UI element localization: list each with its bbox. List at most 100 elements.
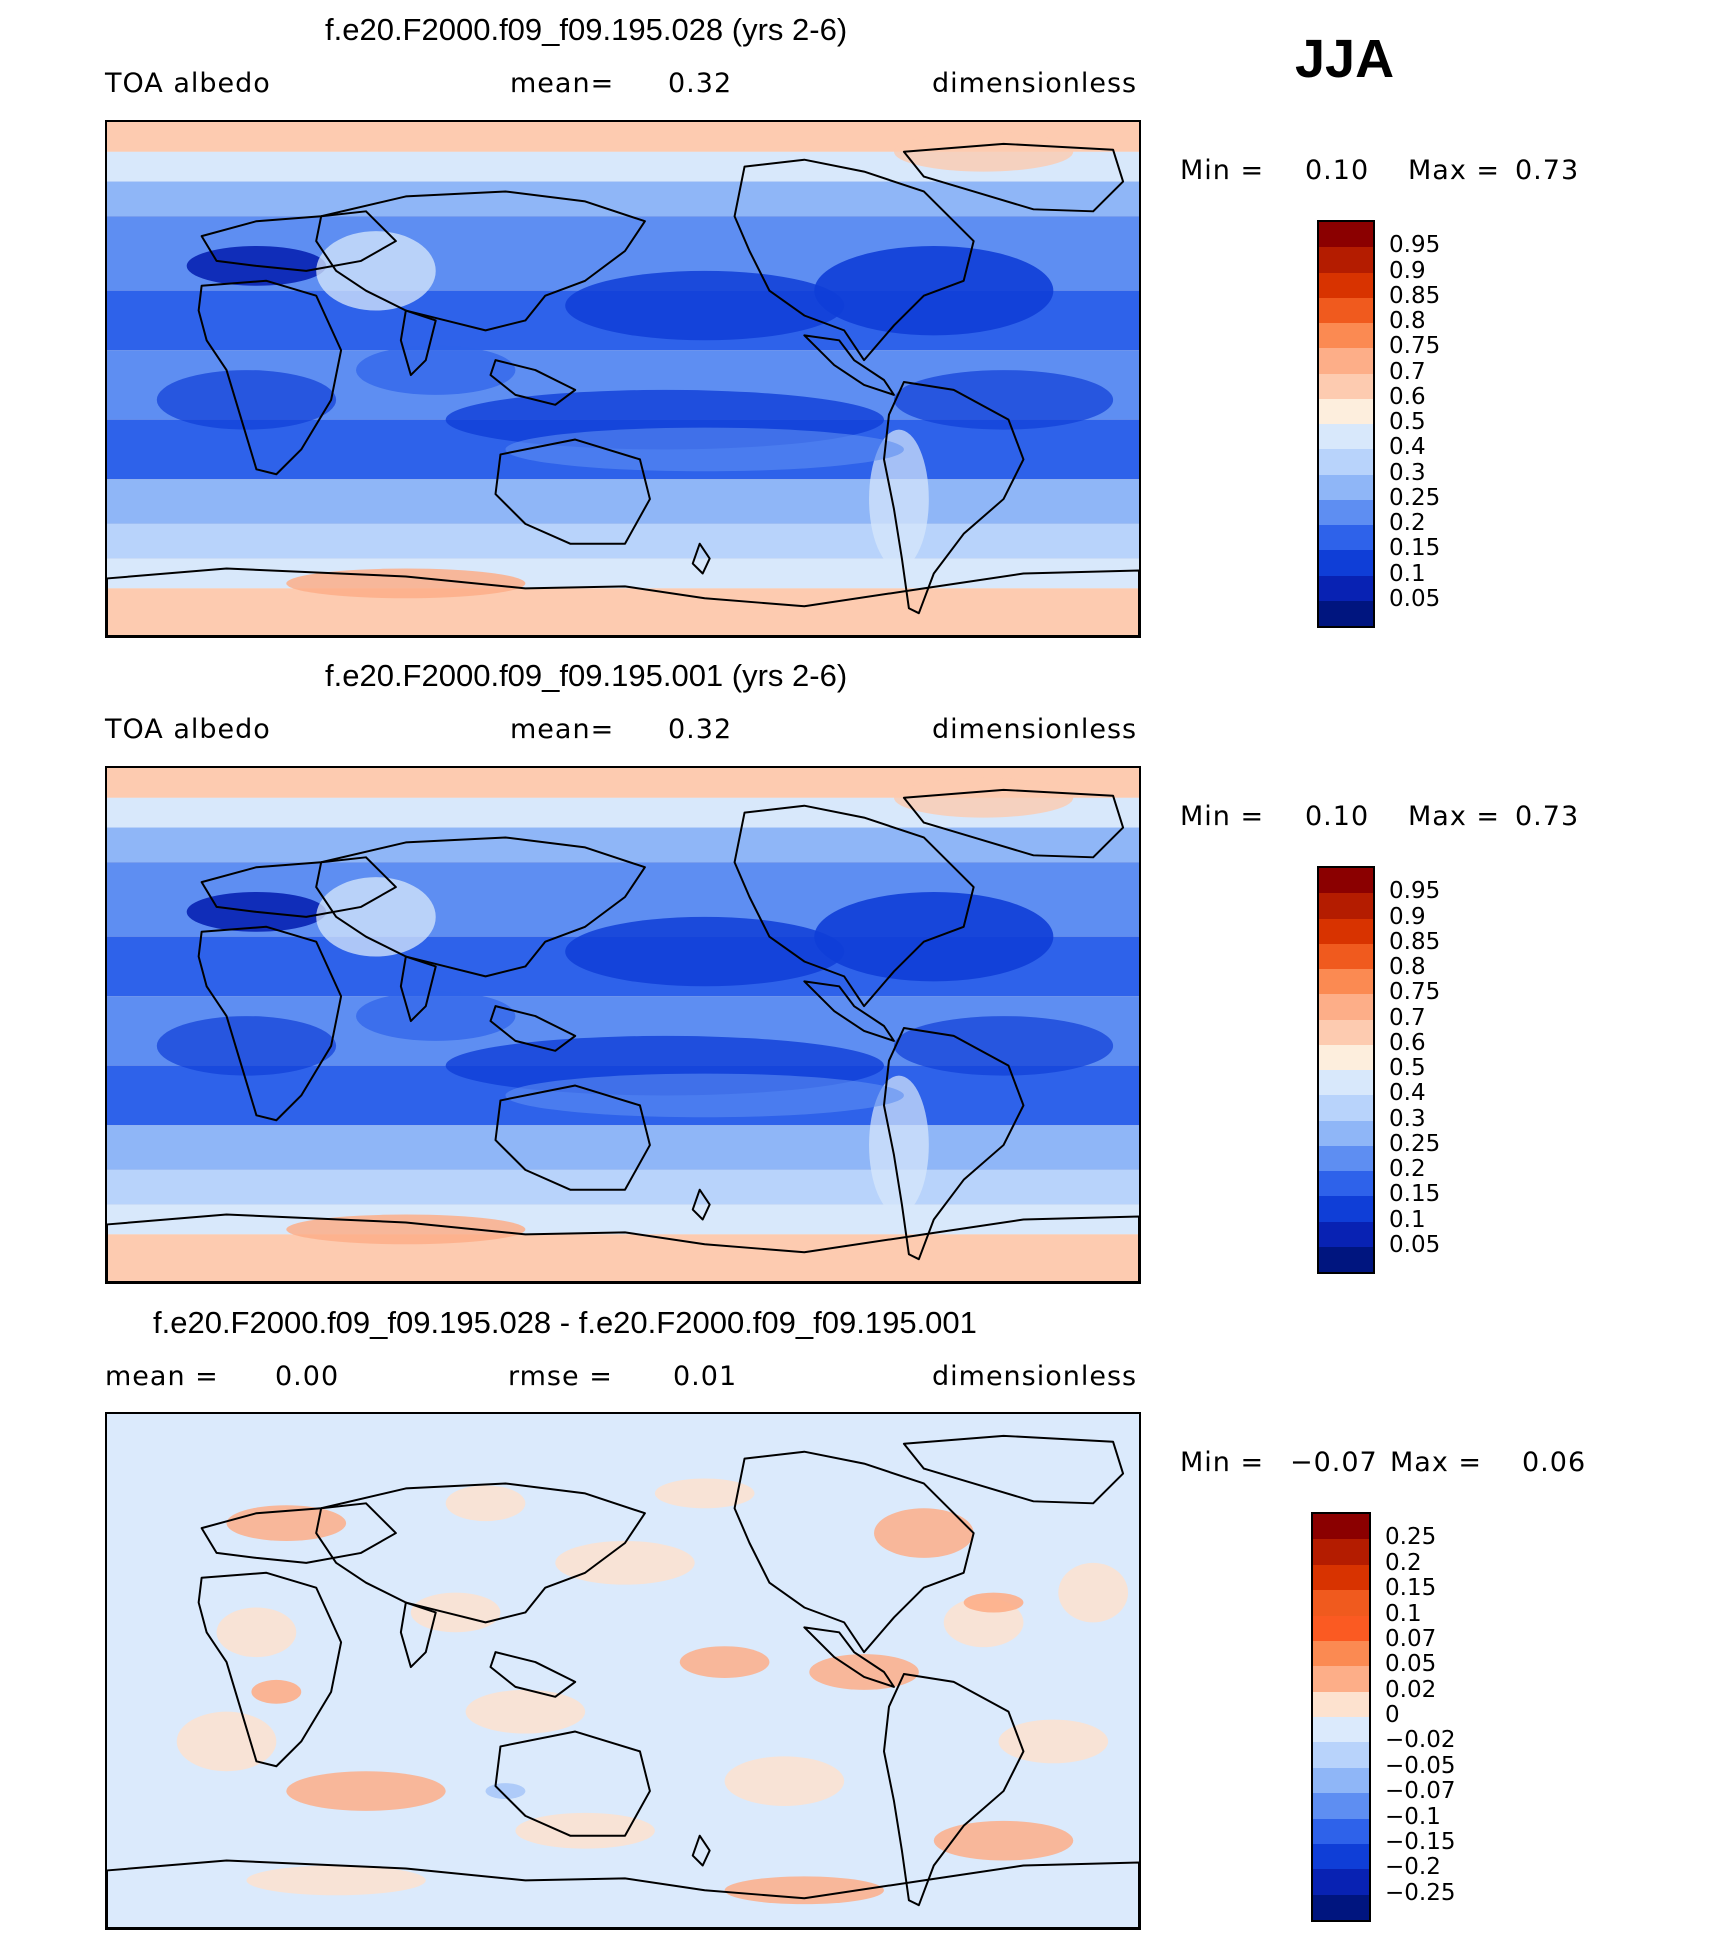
colorbar-swatch (1313, 1564, 1369, 1592)
colorbar-tick-label: 0.25 (1389, 484, 1441, 511)
coastline (399, 1601, 437, 1669)
coastline (107, 567, 1139, 636)
panel1-max-value: 0.73 (1515, 155, 1580, 186)
panel2-min-value: 0.10 (1305, 801, 1370, 832)
panel2-units: dimensionless (932, 714, 1138, 745)
panel3-difference-map (105, 1412, 1141, 1930)
map-field (107, 768, 1139, 1282)
panel2-max-label: Max = (1408, 801, 1501, 832)
colorbar-swatch (1319, 868, 1373, 895)
colorbar-tick-label: 0.05 (1385, 1651, 1437, 1678)
colorbar-tick-label: 0.8 (1389, 308, 1426, 334)
panel1-albedo-map (105, 120, 1141, 638)
colorbar-tick-label: 0.1 (1385, 1600, 1422, 1627)
map-field (107, 122, 1139, 636)
colorbar-swatch (1313, 1666, 1369, 1693)
coastline (882, 1672, 1025, 1907)
coastline (197, 1571, 343, 1768)
colorbar-tick-label: 0.2 (1389, 1156, 1426, 1182)
coastline (691, 542, 711, 575)
colorbar-swatch (1319, 994, 1373, 1021)
coastline (399, 955, 437, 1023)
colorbar-swatch (1319, 398, 1373, 425)
colorbar-tick-label: 0.3 (1389, 459, 1426, 486)
colorbar-swatch (1319, 918, 1373, 945)
colorbar-swatch (1319, 1196, 1373, 1223)
panel3-rmse-value: 0.01 (673, 1361, 738, 1392)
colorbar-swatch (1319, 323, 1373, 350)
colorbar-swatch (1319, 499, 1373, 526)
colorbar-tick-label: 0.15 (1385, 1575, 1437, 1602)
coastline (691, 1834, 711, 1867)
colorbar-swatch (1319, 1171, 1373, 1198)
colorbar-tick-label: 0.05 (1389, 1231, 1441, 1258)
panel1-variable-label: TOA albedo (105, 68, 271, 99)
coastline (803, 980, 895, 1042)
coastline (107, 1859, 1139, 1928)
coastline (882, 380, 1025, 615)
colorbar-swatch (1313, 1615, 1369, 1642)
panel3-max-value: 0.06 (1522, 1447, 1587, 1478)
colorbar-tick-label: 0.9 (1389, 257, 1426, 284)
colorbar-tick-label: 0.07 (1385, 1625, 1437, 1652)
colorbar-swatch (1313, 1843, 1369, 1871)
colorbar-swatch (1319, 1145, 1373, 1172)
panel3-mean-value: 0.00 (275, 1361, 340, 1392)
coastline (733, 1450, 975, 1654)
colorbar-swatch (1319, 272, 1373, 299)
colorbar-tick-label: 0.25 (1389, 1130, 1441, 1157)
colorbar-tick-label: −0.2 (1385, 1854, 1441, 1881)
colorbar-swatch (1319, 247, 1373, 274)
colorbar-swatch (1319, 969, 1373, 996)
colorbar-swatch (1313, 1539, 1369, 1566)
map-field (107, 1414, 1139, 1928)
colorbar-tick-label: 0.5 (1389, 1055, 1426, 1081)
coastline (315, 836, 646, 978)
colorbar-swatch (1313, 1742, 1369, 1769)
colorbar-tick-label: 0.8 (1389, 954, 1426, 980)
colorbar-tick-label: −0.1 (1385, 1803, 1441, 1830)
colorbar-tick-label: 0.05 (1389, 585, 1441, 612)
coastline (902, 788, 1125, 859)
panel1-units: dimensionless (932, 68, 1138, 99)
colorbar-tick-label: 0.9 (1389, 903, 1426, 930)
coastline (494, 1084, 651, 1191)
coastline (691, 1188, 711, 1221)
coastline (200, 1502, 397, 1564)
colorbar-tick-label: 0.7 (1389, 1004, 1426, 1031)
colorbar-tick-label: 0.85 (1389, 282, 1441, 309)
panel3-title: f.e20.F2000.f09_f09.195.028 - f.e20.F200… (153, 1305, 977, 1340)
coastline (882, 1026, 1025, 1261)
coastline (902, 142, 1125, 213)
colorbar-swatch (1319, 1221, 1373, 1248)
panel2-mean-label: mean= (510, 714, 615, 745)
colorbar-tick-label: 0.7 (1389, 358, 1426, 385)
colorbar-tick-label: 0.15 (1389, 535, 1441, 562)
colorbar-swatch (1319, 474, 1373, 501)
panel1-min-value: 0.10 (1305, 155, 1370, 186)
panel3-rmse-label: rmse = (508, 1361, 613, 1392)
colorbar-swatch (1313, 1767, 1369, 1795)
coastline (803, 334, 895, 396)
colorbar-swatch (1313, 1793, 1369, 1820)
colorbar-tick-label: 0.5 (1389, 409, 1426, 435)
panel3-units: dimensionless (932, 1361, 1138, 1392)
colorbar-swatch (1313, 1818, 1369, 1845)
colorbar-swatch (1319, 424, 1373, 451)
panel2-variable-label: TOA albedo (105, 714, 271, 745)
colorbar-swatch (1319, 1120, 1373, 1147)
colorbar-swatch (1313, 1869, 1369, 1896)
colorbar-tick-label: 0.85 (1389, 928, 1441, 955)
colorbar-swatch (1313, 1514, 1369, 1541)
colorbar-tick-label: 0.95 (1389, 878, 1441, 905)
colorbar-tick-label: −0.02 (1385, 1727, 1456, 1754)
panel2-albedo-map (105, 766, 1141, 1284)
panel1-title: f.e20.F2000.f09_f09.195.028 (yrs 2-6) (325, 12, 848, 47)
colorbar-tick-label: −0.07 (1385, 1778, 1456, 1805)
colorbar-tick-label: −0.05 (1385, 1752, 1456, 1779)
colorbar-tick-label: 0.6 (1389, 383, 1426, 410)
colorbar-swatch (1319, 222, 1373, 249)
colorbar-tick-label: 0.15 (1389, 1181, 1441, 1208)
panel2-colorbar (1317, 866, 1375, 1274)
colorbar-tick-label: −0.15 (1385, 1828, 1456, 1855)
